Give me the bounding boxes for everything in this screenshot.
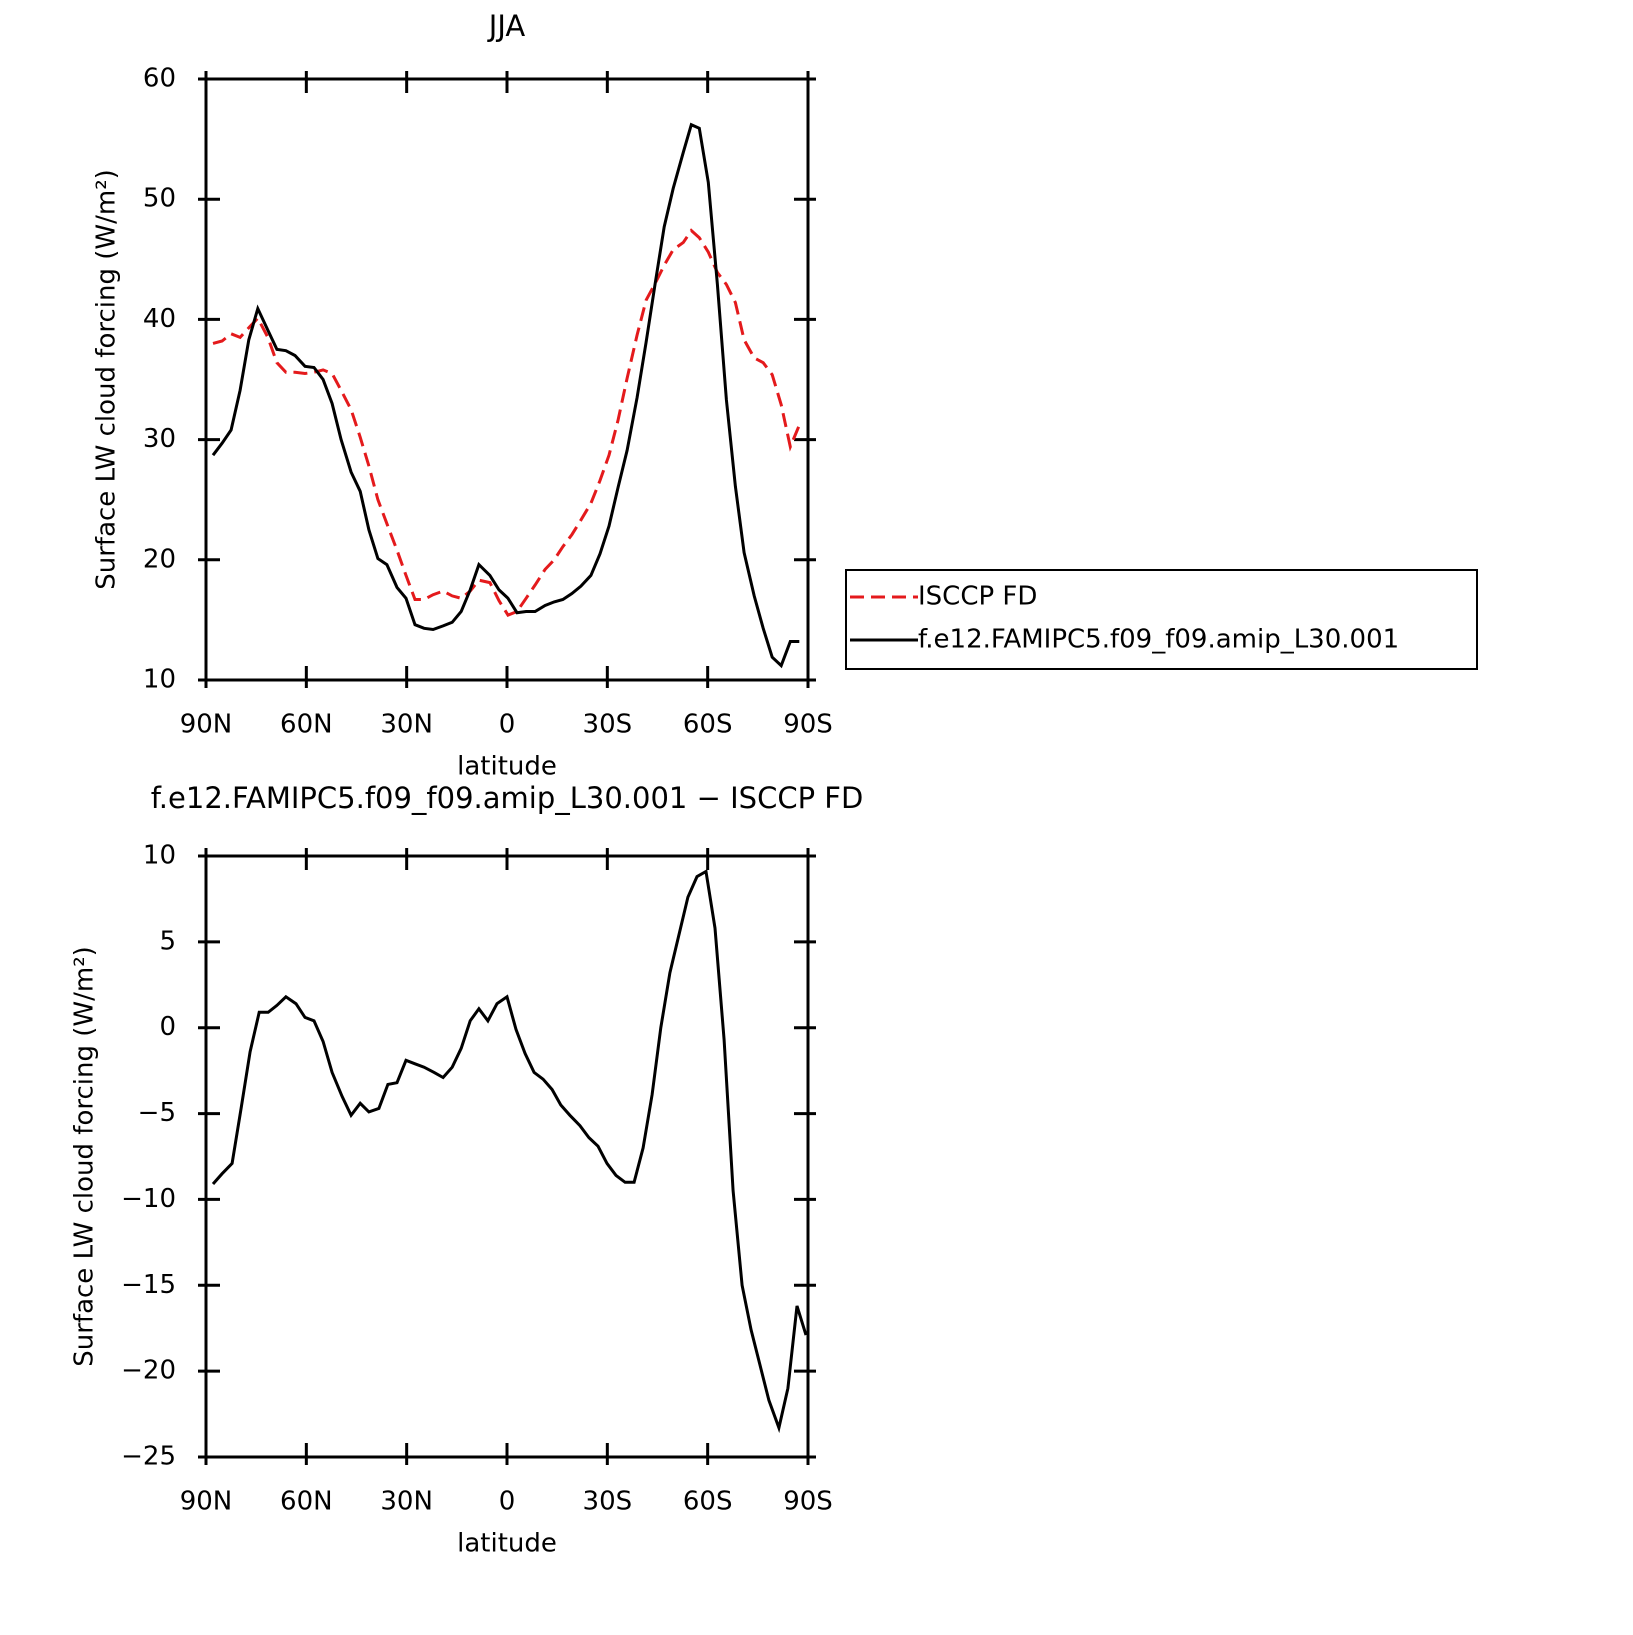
x-axis-label: latitude <box>457 752 557 782</box>
y-tick-label: 0 <box>159 1012 176 1042</box>
y-tick-label: −5 <box>138 1098 176 1128</box>
x-tick-label: 30N <box>380 710 433 740</box>
y-tick-label: −10 <box>121 1184 176 1214</box>
y-tick-label: 40 <box>143 304 176 334</box>
y-tick-label: −25 <box>121 1442 176 1472</box>
chart-title: f.e12.FAMIPC5.f09_f09.amip_L30.001 − ISC… <box>151 781 864 815</box>
chart-title: JJA <box>487 9 526 43</box>
x-axis-label: latitude <box>457 1529 557 1559</box>
y-tick-label: 10 <box>143 841 176 871</box>
y-axis-label: Surface LW cloud forcing (W/m²) <box>92 169 122 590</box>
data-line <box>211 869 808 1434</box>
data-line <box>211 122 800 669</box>
x-tick-label: 30N <box>380 1487 433 1517</box>
y-axis-label: Surface LW cloud forcing (W/m²) <box>70 946 100 1367</box>
y-tick-label: 50 <box>143 184 176 214</box>
x-tick-label: 0 <box>499 710 516 740</box>
y-tick-label: 10 <box>143 665 176 695</box>
y-tick-label: 60 <box>143 64 176 94</box>
x-tick-label: 90S <box>783 1487 833 1517</box>
x-tick-label: 90S <box>783 710 833 740</box>
y-tick-label: 5 <box>159 926 176 956</box>
legend-box <box>845 569 1478 670</box>
y-tick-label: −20 <box>121 1356 176 1386</box>
x-tick-label: 60S <box>683 1487 733 1517</box>
legend-label: f.e12.FAMIPC5.f09_f09.amip_L30.001 <box>918 625 1399 655</box>
y-tick-label: 20 <box>143 544 176 574</box>
plot-frame <box>204 77 810 682</box>
x-tick-label: 60N <box>280 710 333 740</box>
x-tick-label: 90N <box>180 710 233 740</box>
legend-label: ISCCP FD <box>918 582 1037 612</box>
x-tick-label: 60N <box>280 1487 333 1517</box>
y-tick-label: −15 <box>121 1270 176 1300</box>
x-tick-label: 30S <box>583 710 633 740</box>
y-tick-label: 30 <box>143 424 176 454</box>
x-tick-label: 60S <box>683 710 733 740</box>
x-tick-label: 0 <box>499 1487 516 1517</box>
x-tick-label: 90N <box>180 1487 233 1517</box>
x-tick-label: 30S <box>583 1487 633 1517</box>
data-line <box>212 228 801 617</box>
